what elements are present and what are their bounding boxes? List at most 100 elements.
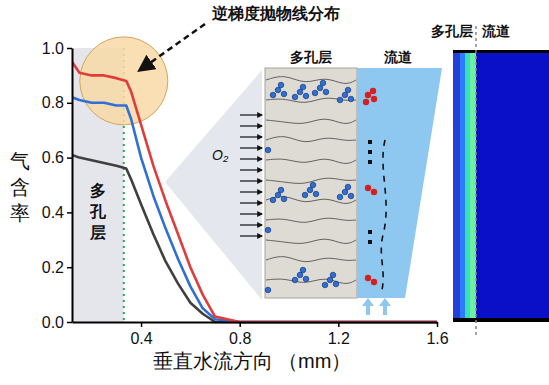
y-tick-label: 0.2	[42, 259, 64, 276]
side-band	[453, 52, 460, 322]
inset-fiber	[266, 98, 356, 102]
y-tick-label: 0.8	[42, 94, 64, 111]
inset-bubble	[275, 192, 281, 198]
y-tick-mark	[67, 157, 72, 159]
inset-o2-arrow	[240, 147, 262, 148]
side-band	[460, 52, 465, 322]
inset-o2-arrow	[240, 125, 262, 126]
y-tick-mark	[67, 48, 72, 50]
inset-bubble	[278, 82, 284, 88]
inset-bubble	[302, 192, 308, 198]
inset-bubble	[345, 184, 351, 190]
inset-bubble	[337, 194, 343, 200]
side-porous-label: 多孔层	[431, 23, 473, 39]
inset-bubble	[300, 267, 306, 273]
inset-bubble	[292, 94, 298, 100]
inset-gas-label: O₂	[212, 147, 229, 163]
inset-o2-arrow	[240, 136, 262, 137]
inset-fiber	[266, 137, 356, 142]
side-bottom-edge	[453, 318, 549, 322]
inset-bubble-red	[365, 275, 371, 281]
y-tick-label: 0.0	[42, 314, 64, 331]
callout-arrow	[140, 24, 205, 70]
inset-bubble	[275, 87, 281, 93]
inset-bubble	[348, 193, 354, 199]
inset-channel-label: 流道	[383, 49, 413, 65]
inset: 多孔层流道O₂	[212, 49, 442, 315]
inset-dot	[368, 230, 372, 234]
x-tick: 1.6	[426, 322, 448, 347]
inset-fiber	[266, 159, 356, 163]
inset-bubble-red	[370, 88, 376, 94]
x-tick: 1.2	[328, 322, 350, 347]
y-axis-line	[72, 49, 74, 323]
side-panel: 多孔层流道	[431, 23, 549, 336]
inset-bubble-red	[365, 185, 371, 191]
inset-bubble	[348, 96, 354, 102]
y-tick: 0.0	[42, 314, 72, 331]
inset-o2-arrow	[240, 158, 262, 159]
inset-fiber	[266, 119, 356, 123]
inset-bubble	[307, 187, 313, 193]
inset-bubble	[333, 281, 339, 287]
inset-o2-arrow	[240, 224, 262, 225]
inset-o2-arrow	[240, 191, 262, 192]
inset-bubble-red	[363, 99, 369, 105]
inset-bubble-red	[371, 279, 377, 285]
side-band	[476, 52, 549, 322]
inset-o2-arrow	[240, 213, 262, 214]
inset-bubble	[265, 287, 271, 293]
inset-bubble	[270, 92, 276, 98]
y-tick-label: 0.6	[42, 149, 64, 166]
y-axis: 0.0 0.2 0.4 0.6 0.8 1.0	[42, 40, 73, 331]
inset-bubble	[265, 147, 271, 153]
x-tick-label: 0.4	[130, 330, 152, 347]
inset-bubble	[317, 85, 323, 91]
inset-bubble-red	[365, 92, 371, 98]
y-tick-mark	[67, 103, 72, 105]
x-tick-label: 1.2	[328, 330, 350, 347]
inset-bubble	[310, 182, 316, 188]
inset-dot	[368, 140, 372, 144]
inset-bubble	[330, 272, 336, 278]
chart-root: 0.40.81.21.60.00.20.40.60.81.0垂直水流方向 （mm…	[0, 0, 549, 385]
x-tick-mark	[437, 322, 439, 327]
x-tick-mark	[338, 322, 340, 327]
porous-region-label: 多孔层	[89, 182, 107, 241]
x-tick: 0.4	[130, 322, 152, 347]
side-separator	[475, 26, 477, 336]
y-tick: 0.4	[42, 204, 72, 221]
inset-bubble	[297, 272, 303, 278]
inset-connector	[165, 70, 262, 300]
x-tick-label: 0.8	[229, 330, 251, 347]
x-tick: 0.8	[229, 322, 251, 347]
inset-o2-arrow	[240, 202, 262, 203]
inset-bubble-red	[371, 96, 377, 102]
y-tick-mark	[67, 212, 72, 214]
y-tick: 0.2	[42, 259, 72, 276]
inset-bubble	[323, 89, 329, 95]
inset-bubble	[300, 84, 306, 90]
y-axis-title: 气含率	[10, 150, 30, 224]
inset-flow-arrow	[379, 298, 391, 315]
inset-bubble	[303, 93, 309, 99]
y-tick-label: 1.0	[42, 40, 64, 57]
inset-bubble	[278, 187, 284, 193]
inset-bubble	[337, 97, 343, 103]
side-top-edge	[453, 50, 549, 53]
inset-dot	[368, 160, 372, 164]
inset-bubble	[320, 80, 326, 86]
callout-text: 逆梯度抛物线分布	[211, 4, 340, 22]
inset-bubble	[270, 197, 276, 203]
side-band	[465, 52, 470, 322]
inset-bubble	[281, 91, 287, 97]
inset-dot	[368, 150, 372, 154]
inset-fiber	[266, 239, 356, 243]
inset-bubble	[342, 92, 348, 98]
inset-dot	[368, 240, 372, 244]
inset-bubble	[313, 191, 319, 197]
inset-fiber	[266, 279, 356, 283]
inset-bubble	[312, 90, 318, 96]
inset-bubble	[297, 89, 303, 95]
y-tick: 0.6	[42, 149, 72, 166]
